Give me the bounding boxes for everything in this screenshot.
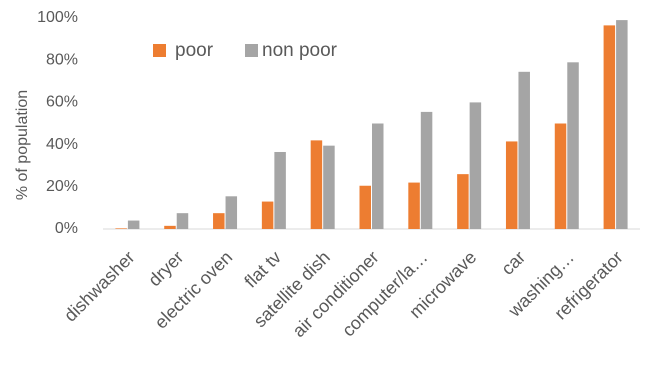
bar-poor — [310, 140, 323, 229]
bar-non-poor — [323, 145, 335, 229]
bar-non-poor — [225, 196, 238, 229]
bar-non-poor — [518, 71, 530, 230]
bar-non-poor — [127, 220, 140, 229]
bar-poor — [261, 201, 274, 229]
bar-non-poor — [372, 123, 384, 229]
bar-poor — [554, 123, 567, 229]
y-tick-label: 0% — [55, 220, 78, 237]
category-label: computer/la… — [338, 247, 431, 340]
bar-poor — [408, 182, 420, 229]
y-axis-title-group: % of population — [14, 90, 31, 200]
y-tick-label: 20% — [46, 178, 78, 195]
category-label: flat tv — [240, 247, 285, 292]
bar-non-poor — [176, 213, 189, 229]
bar-non-poor — [420, 111, 433, 229]
y-tick-label: 80% — [46, 51, 78, 68]
category-label: dishwasher — [60, 247, 139, 326]
bar-poor — [359, 185, 371, 229]
bar-non-poor — [616, 20, 628, 229]
bar-non-poor — [567, 62, 579, 230]
bar-poor — [457, 174, 469, 229]
category-label: car — [497, 247, 529, 279]
legend-label: non poor — [262, 40, 338, 61]
bar-poor — [603, 25, 616, 230]
bar-non-poor — [469, 102, 482, 229]
bar-poor — [115, 228, 127, 229]
bar-poor — [505, 141, 518, 229]
bar-poor — [164, 225, 176, 229]
y-tick-label: 100% — [37, 9, 78, 26]
y-axis-ticks: 0% 20% 40% 60% 80% 100% — [37, 9, 78, 237]
bar-poor — [213, 213, 225, 229]
category-label: air conditioner — [289, 247, 383, 341]
legend-swatch — [245, 44, 258, 57]
bar-non-poor — [274, 151, 286, 229]
y-axis-title: % of population — [14, 90, 31, 200]
y-tick-label: 40% — [46, 136, 78, 153]
legend-label: poor — [175, 40, 214, 61]
category-label: dryer — [144, 247, 187, 290]
legend: poor non poor — [153, 40, 338, 61]
bars — [115, 20, 628, 230]
legend-swatch — [153, 44, 166, 57]
y-tick-label: 60% — [46, 94, 78, 111]
